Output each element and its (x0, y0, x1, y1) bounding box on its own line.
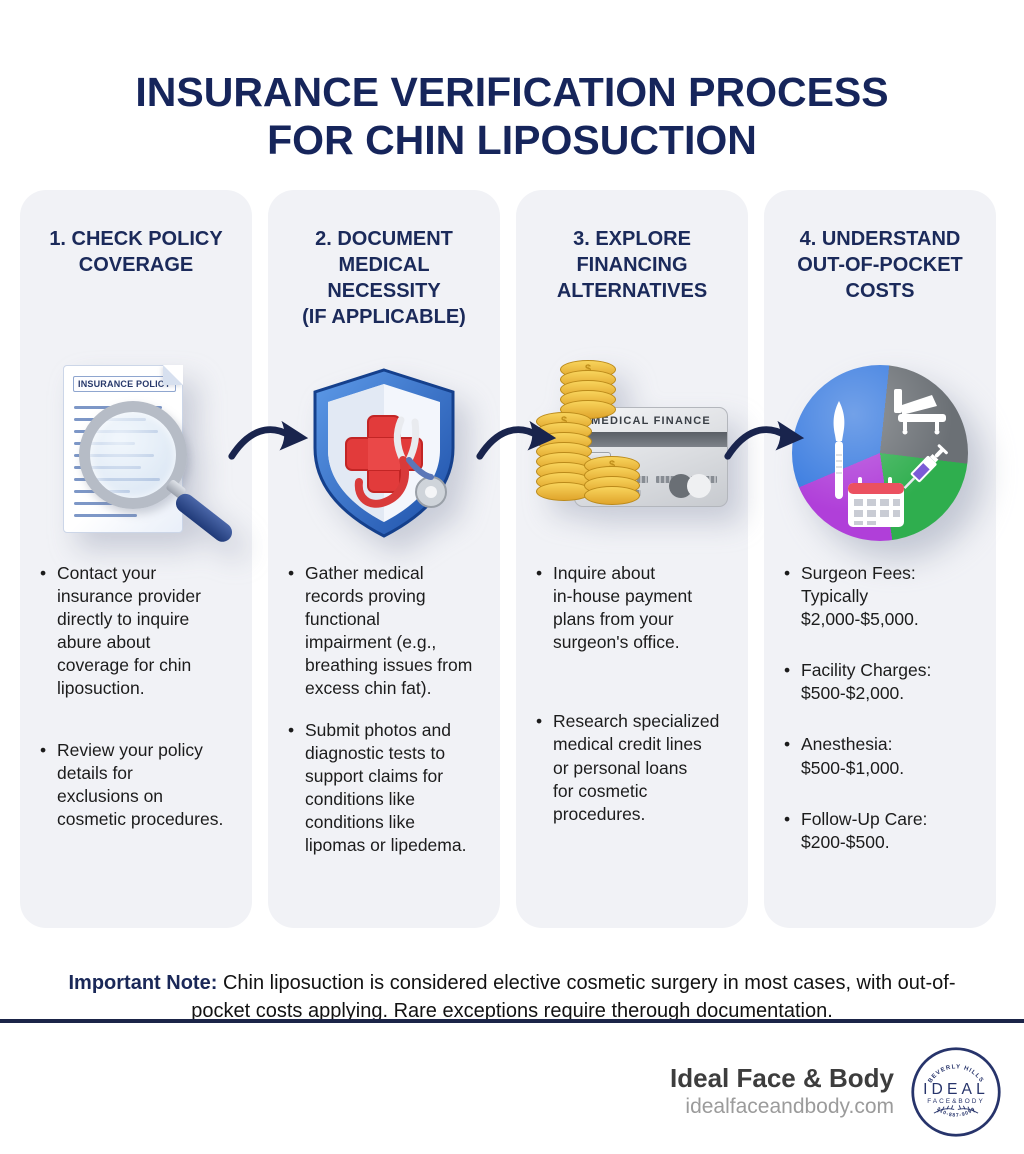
bullet-item: Surgeon Fees: Typically $2,000-$5,000. (784, 562, 984, 631)
step-3-bullets: Inquire about in-house payment plans fro… (536, 562, 736, 882)
step-card-2: 2. DOCUMENT MEDICAL NECESSITY (IF APPLIC… (268, 190, 500, 928)
scalpel-icon (833, 400, 845, 499)
syringe-icon (903, 443, 948, 489)
important-note: Important Note: Chin liposuction is cons… (62, 970, 962, 1025)
coin-stack: $ (560, 359, 616, 419)
step-card-3: 3. EXPLORE FINANCING ALTERNATIVES MEDICA… (516, 190, 748, 928)
cost-pie-chart-icon (792, 364, 968, 541)
step-4-heading: 4. UNDERSTAND OUT-OF-POCKET COSTS (797, 228, 963, 302)
policy-document-label: INSURANCE POLICY (73, 375, 176, 392)
hospital-bed-icon (894, 388, 946, 434)
calendar-icon (848, 476, 904, 527)
footer-divider (0, 1019, 1024, 1023)
brand-name: Ideal Face & Body (670, 1063, 894, 1094)
coin-stack: $ (584, 455, 640, 505)
step-2-bullets: Gather medical records proving functiona… (288, 562, 488, 875)
bullet-item: Facility Charges: $500-$2,000. (784, 659, 984, 705)
bullet-item: Follow-Up Care: $200-$500. (784, 808, 984, 854)
logo-name: IDEAL (923, 1081, 989, 1098)
credit-card-label: MEDICAL FINANCE (591, 414, 711, 427)
arrow-right-icon (228, 420, 309, 460)
step-3-heading: 3. EXPLORE FINANCING ALTERNATIVES (556, 228, 708, 302)
step-2-heading: 2. DOCUMENT MEDICAL NECESSITY (IF APPLIC… (302, 228, 466, 328)
bullet-item: Submit photos and diagnostic tests to su… (288, 719, 488, 858)
page-title: INSURANCE VERIFICATION PROCESS FOR CHIN … (135, 69, 889, 163)
magnifier-lens (79, 400, 187, 509)
stethoscope-icon (354, 416, 447, 508)
bullet-item: Gather medical records proving functiona… (288, 562, 488, 701)
laurel-branches-icon (933, 1105, 979, 1114)
steps-row: 1. CHECK POLICY COVERAGE INSURANCE POLIC… (20, 190, 1004, 928)
important-note-text: Chin liposuction is considered elective … (191, 972, 956, 1022)
coin-stack: $ (536, 411, 592, 501)
arrow-right-icon (476, 420, 557, 460)
step-4-bullets: Surgeon Fees: Typically $2,000-$5,000. F… (784, 562, 984, 882)
bullet-item: Research specialized medical credit line… (536, 710, 736, 825)
medical-shield-stethoscope-icon (305, 364, 463, 542)
brand-website: idealfaceandbody.com (685, 1095, 894, 1119)
logo-subname: FACE&BODY (927, 1098, 985, 1105)
card-stripe (575, 431, 727, 447)
card-network-circle (687, 473, 711, 498)
bullet-item: Contact your insurance provider directly… (40, 562, 240, 701)
insurance-policy-magnifier-icon: INSURANCE POLICY (51, 357, 236, 549)
footer: Ideal Face & Body idealfaceandbody.com B… (670, 1046, 1002, 1138)
step-card-1: 1. CHECK POLICY COVERAGE INSURANCE POLIC… (20, 190, 252, 928)
bullet-item: Anesthesia: $500-$1,000. (784, 733, 984, 779)
step-1-bullets: Contact your insurance provider directly… (40, 562, 240, 869)
arrow-right-icon (724, 420, 805, 460)
bullet-item: Review your policy details for exclusion… (40, 739, 240, 831)
bullet-item: Inquire about in-house payment plans fro… (536, 562, 736, 654)
step-card-4: 4. UNDERSTAND OUT-OF-POCKET COSTS (764, 190, 996, 928)
important-note-label: Important Note: (68, 972, 218, 994)
ideal-face-body-logo: BEVERLY HILLS IDEAL FACE&BODY 310-887-90… (911, 1047, 1001, 1137)
coins-credit-card-icon: MEDICAL FINANCE $ $ (534, 359, 730, 533)
step-1-heading: 1. CHECK POLICY COVERAGE (49, 228, 223, 276)
